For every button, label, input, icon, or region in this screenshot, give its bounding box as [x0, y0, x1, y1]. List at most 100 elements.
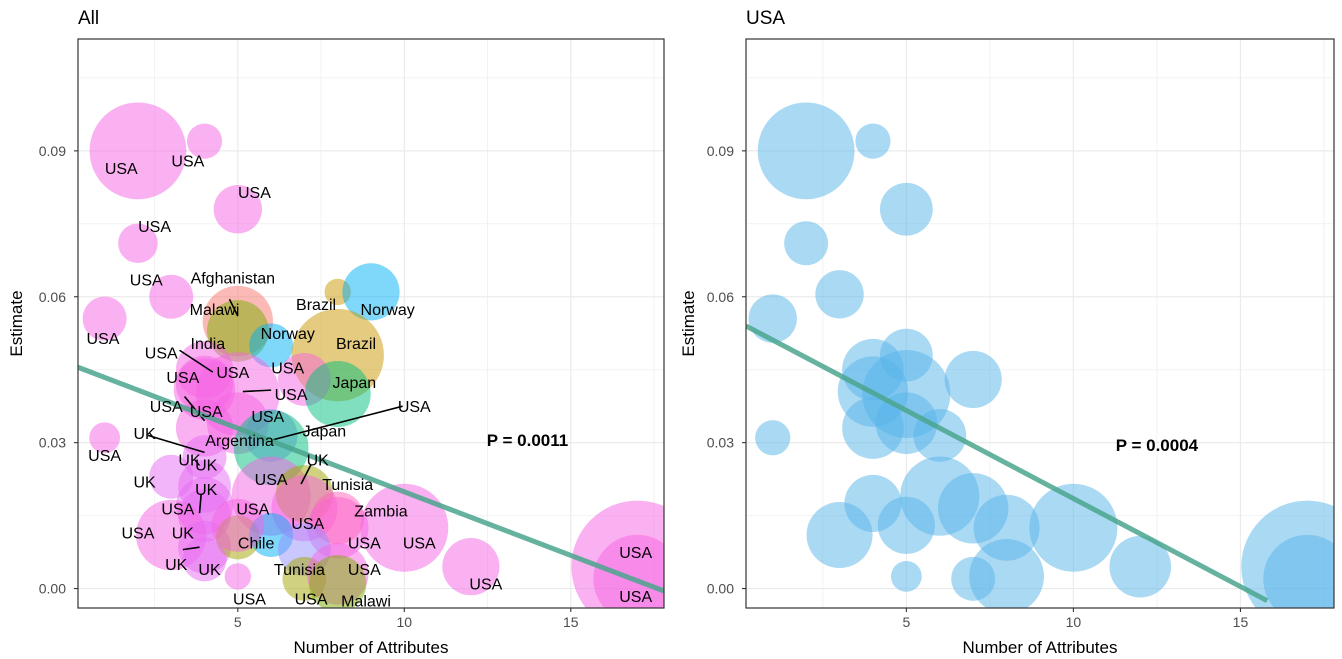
- trend-line: [78, 364, 664, 594]
- data-point-norway: [342, 263, 400, 321]
- data-point: [969, 539, 1044, 608]
- data-point-usa: [118, 223, 158, 264]
- label-leaders: [147, 298, 403, 551]
- point-label: Afghanistan: [191, 270, 276, 287]
- data-point: [855, 123, 891, 159]
- point-label: Zambia: [354, 504, 407, 521]
- point-label: USA: [161, 501, 194, 518]
- data-point-usa: [211, 498, 265, 552]
- grid: [746, 39, 1334, 608]
- point-label: Tunisia: [274, 562, 325, 579]
- leader-line: [270, 405, 403, 441]
- point-label: UK: [195, 458, 218, 475]
- point-label: UK: [165, 557, 188, 574]
- data-point: [944, 350, 1002, 409]
- point-label: UK: [133, 426, 156, 443]
- point-label: USA: [121, 526, 154, 543]
- point-label: USA: [403, 535, 436, 552]
- panel-usa: P = 0.0004 5 10 15 0.00 0.03 0.06 0.09 Number of…: [679, 8, 1335, 657]
- data-point: [757, 102, 855, 200]
- point-label: Norway: [361, 302, 415, 319]
- y-tick-label: 0.06: [39, 289, 66, 305]
- point-label: USA: [87, 331, 120, 348]
- data-point: [784, 221, 829, 266]
- point-label: USA: [233, 591, 266, 608]
- x-axis-title: Number of Attributes: [963, 638, 1118, 657]
- point-label: Japan: [303, 423, 347, 440]
- point-label: Brazil: [296, 297, 336, 314]
- leader-line: [182, 546, 200, 551]
- point-label: USA: [348, 562, 381, 579]
- point-label: USA: [190, 404, 223, 421]
- y-tick-label: 0.09: [707, 143, 734, 159]
- y-tick-label: 0.00: [39, 581, 66, 597]
- leader-line: [198, 493, 202, 514]
- trend-line: [746, 323, 1269, 603]
- y-tick-label: 0.00: [707, 581, 734, 597]
- point-label: Chile: [238, 535, 275, 552]
- x-tick-label: 5: [902, 614, 910, 630]
- y-axis-title: Estimate: [679, 290, 698, 356]
- data-point: [877, 496, 935, 554]
- point-label: USA: [150, 399, 183, 416]
- data-point: [748, 294, 797, 343]
- y-tick-label: 0.06: [707, 289, 734, 305]
- point-label: USA: [398, 399, 431, 416]
- data-point: [1263, 534, 1334, 608]
- data-point-usa: [89, 422, 121, 454]
- point-label: USA: [88, 448, 121, 465]
- point-label: Malawi: [190, 302, 240, 319]
- data-point-usa: [360, 483, 449, 572]
- x-axis-title: Number of Attributes: [294, 638, 449, 657]
- leader-line: [300, 464, 312, 485]
- point-label: USA: [166, 370, 199, 387]
- point-label: USA: [271, 360, 304, 377]
- point-label: USA: [255, 472, 288, 489]
- points: [82, 102, 664, 608]
- data-point-usa: [442, 538, 500, 596]
- data-point: [890, 560, 922, 592]
- x-tick-label: 10: [397, 614, 413, 630]
- plot-border: [77, 38, 665, 609]
- data-point: [806, 502, 873, 569]
- data-point: [755, 420, 791, 456]
- point-label: USA: [171, 154, 204, 171]
- point-label: USA: [275, 387, 308, 404]
- point-label: UK: [195, 482, 218, 499]
- panel-all: USA USA USA USA USA Afghanistan Malawi Brazil No…: [7, 8, 665, 657]
- points: [748, 102, 1334, 608]
- data-point-japan: [304, 361, 371, 428]
- point-label: UK: [178, 453, 201, 470]
- point-label: UK: [133, 475, 156, 492]
- point-label: UK: [198, 562, 221, 579]
- leader-line: [179, 349, 214, 373]
- point-label: USA: [216, 365, 249, 382]
- data-point-usa: [213, 185, 263, 234]
- point-labels: USA USA USA USA USA Afghanistan Malawi Brazil No…: [87, 154, 653, 611]
- y-axis-title: Estimate: [7, 290, 26, 356]
- data-point-malawi: [309, 555, 367, 608]
- panel-title: All: [78, 8, 99, 29]
- point-label: USA: [469, 577, 502, 594]
- point-label: Argentina: [205, 433, 274, 450]
- data-point-usa: [593, 534, 664, 608]
- y-tick-label: 0.09: [39, 143, 66, 159]
- data-point-usa: [186, 123, 223, 159]
- data-point: [842, 397, 904, 459]
- x-tick-label: 15: [563, 614, 579, 630]
- point-label: USA: [619, 545, 652, 562]
- point-label: USA: [130, 273, 163, 290]
- point-label: USA: [348, 535, 381, 552]
- point-label: USA: [619, 589, 652, 606]
- data-point: [1109, 535, 1172, 598]
- leader-line: [147, 434, 205, 454]
- y-tick-label: 0.03: [39, 435, 66, 451]
- data-point: [1029, 483, 1118, 572]
- plot-border: [745, 38, 1335, 609]
- x-tick-label: 15: [1233, 614, 1249, 630]
- point-label: USA: [251, 409, 284, 426]
- x-tick-label: 5: [234, 614, 242, 630]
- y-tick-label: 0.03: [707, 435, 734, 451]
- point-label: UK: [307, 453, 330, 470]
- point-label: USA: [295, 591, 328, 608]
